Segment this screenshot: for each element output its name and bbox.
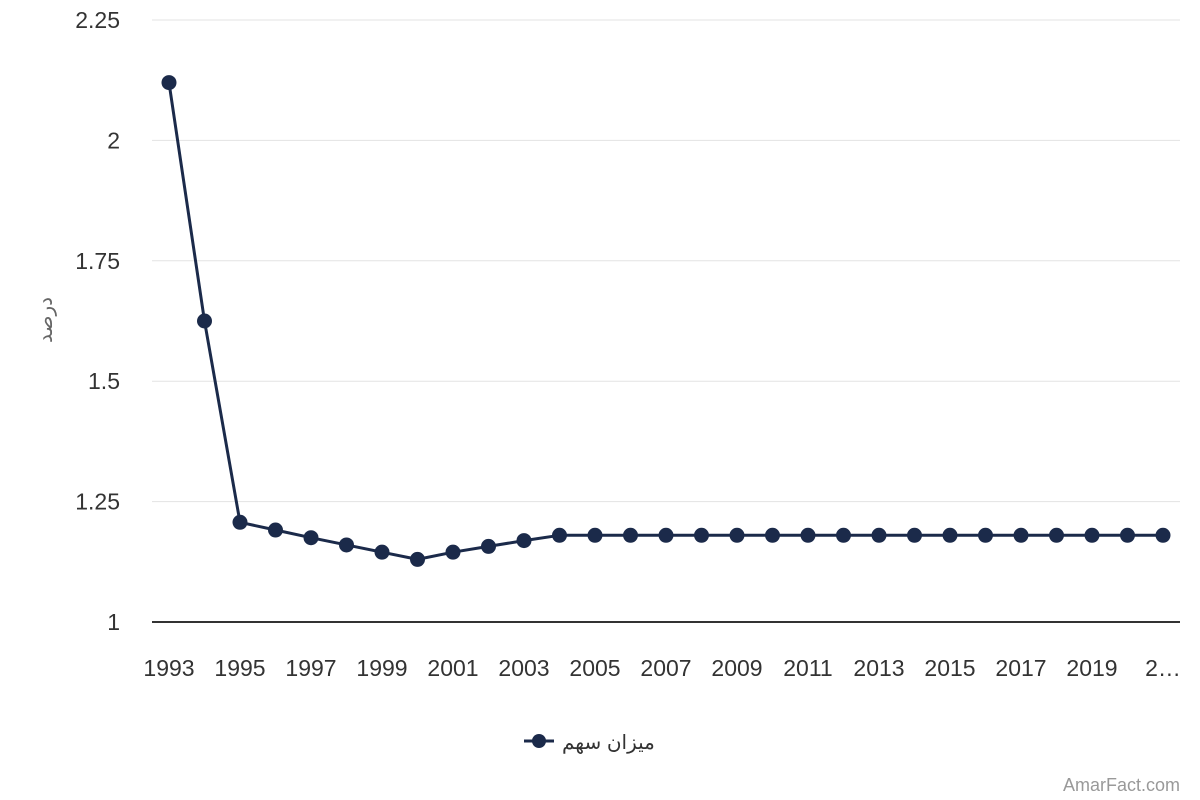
data-point[interactable] xyxy=(623,527,638,543)
data-point[interactable] xyxy=(232,514,248,530)
data-point[interactable] xyxy=(765,527,780,543)
y-axis-label: درصد xyxy=(35,297,57,343)
series-line xyxy=(167,82,1163,561)
x-tick-label: 2005 xyxy=(569,655,620,681)
data-point[interactable] xyxy=(729,527,745,543)
x-tick-label: 2011 xyxy=(783,655,832,681)
credit-text: AmarFact.com xyxy=(1063,775,1180,795)
x-tick-label: 2015 xyxy=(924,655,975,681)
data-point[interactable] xyxy=(339,537,354,553)
x-tick-label: 2007 xyxy=(640,655,691,681)
x-tick-label: 1995 xyxy=(214,655,265,681)
data-point[interactable] xyxy=(1120,527,1135,543)
data-point[interactable] xyxy=(694,527,709,543)
data-point[interactable] xyxy=(1013,527,1029,543)
data-point[interactable] xyxy=(907,527,922,543)
x-tick-label: 2017 xyxy=(995,655,1046,681)
x-tick-label: 2003 xyxy=(498,655,549,681)
legend[interactable]: میزان سهم xyxy=(524,732,655,754)
data-point[interactable] xyxy=(658,527,674,543)
data-point[interactable] xyxy=(552,527,567,543)
data-point[interactable] xyxy=(800,527,816,543)
data-point[interactable] xyxy=(978,527,993,543)
x-tick-label: 2001 xyxy=(427,655,478,681)
y-tick-label: 2.25 xyxy=(75,7,120,33)
data-point[interactable] xyxy=(836,527,851,543)
data-point[interactable] xyxy=(1049,527,1064,543)
data-point[interactable] xyxy=(516,533,532,549)
data-point[interactable] xyxy=(268,522,283,538)
x-axis-ticks: 1993 1995 1997 1999 2001 2003 2005 2007 2009 2011… xyxy=(143,655,1180,681)
x-tick-label: 2019 xyxy=(1066,655,1117,681)
series-layer xyxy=(161,75,1171,567)
gridlines xyxy=(152,19,1180,623)
y-tick-label: 1.5 xyxy=(88,368,120,394)
y-axis-ticks: 2.25 2 1.75 1.5 1.25 1 xyxy=(75,7,120,635)
y-tick-label: 2 xyxy=(107,127,120,153)
x-tick-label: 1997 xyxy=(285,655,336,681)
y-tick-label: 1.25 xyxy=(75,489,120,515)
x-tick-label: 2009 xyxy=(711,655,762,681)
legend-marker xyxy=(532,734,546,748)
data-point[interactable] xyxy=(161,75,177,91)
data-point[interactable] xyxy=(410,551,425,567)
data-point[interactable] xyxy=(1155,527,1171,543)
data-point[interactable] xyxy=(1084,527,1100,543)
data-point[interactable] xyxy=(587,527,603,543)
x-tick-label: 2… xyxy=(1145,655,1181,681)
x-tick-label: 1999 xyxy=(356,655,407,681)
data-point[interactable] xyxy=(445,544,461,560)
data-point[interactable] xyxy=(303,530,319,546)
data-point[interactable] xyxy=(942,527,958,543)
data-point[interactable] xyxy=(871,527,887,543)
y-tick-label: 1.75 xyxy=(75,248,120,274)
x-tick-label: 1993 xyxy=(143,655,194,681)
x-tick-label: 2013 xyxy=(853,655,904,681)
y-tick-label: 1 xyxy=(107,609,120,635)
legend-label: میزان سهم xyxy=(562,732,655,754)
data-point[interactable] xyxy=(481,538,496,554)
data-point[interactable] xyxy=(197,313,212,329)
data-point[interactable] xyxy=(374,544,390,560)
